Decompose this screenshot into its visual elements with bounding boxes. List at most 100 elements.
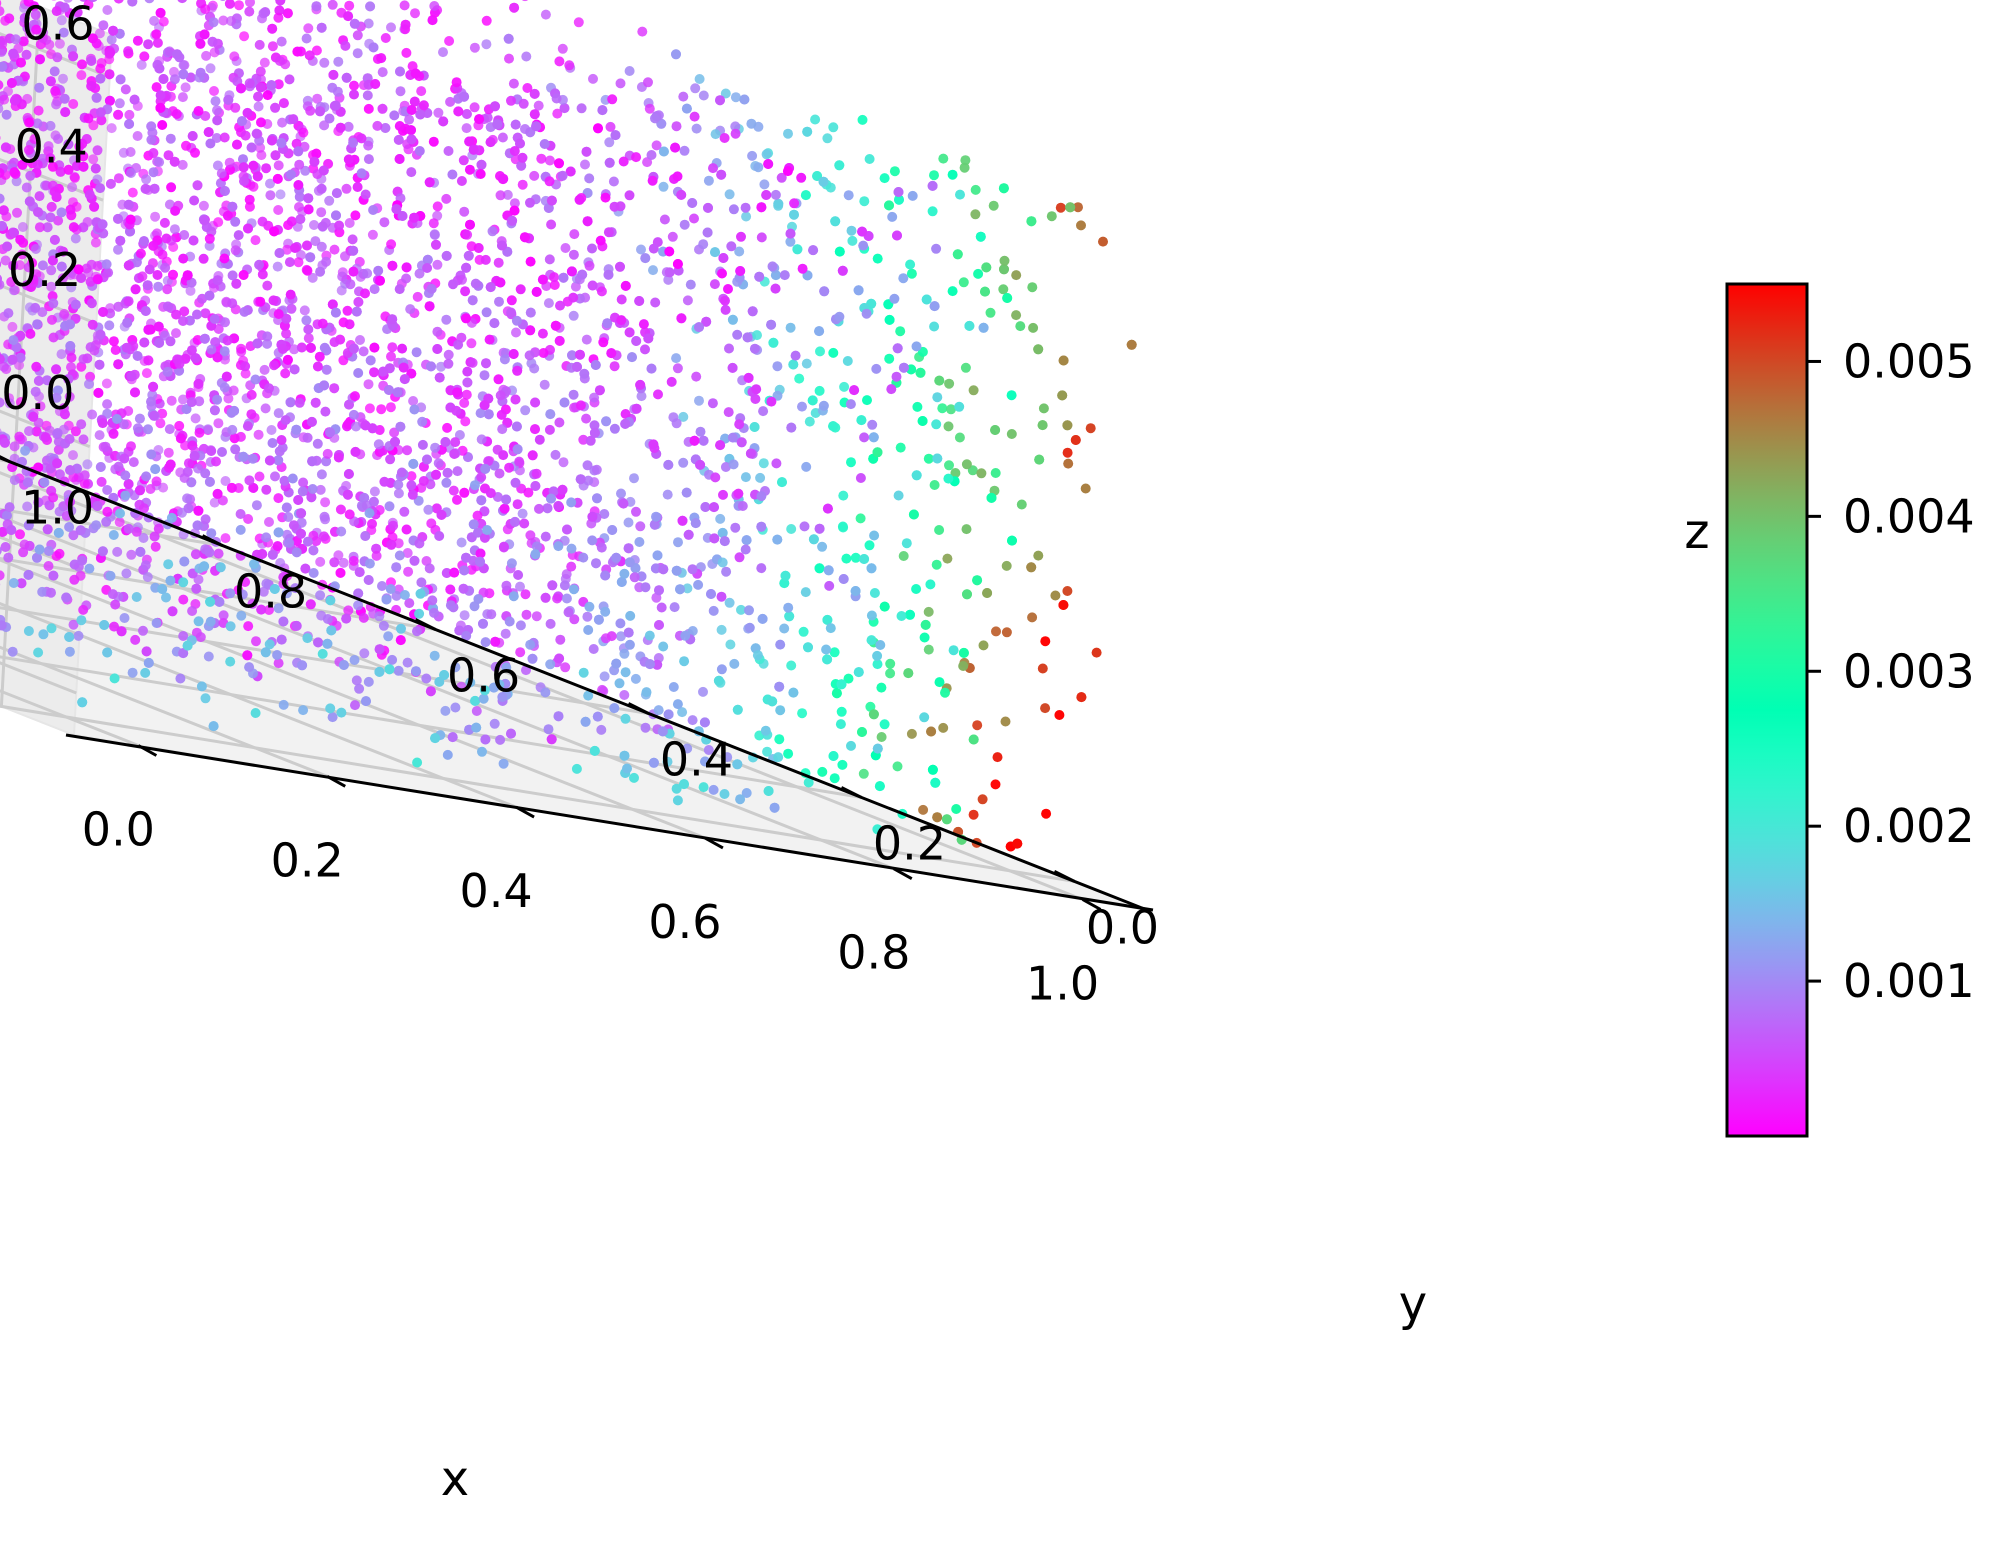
scatter-point — [509, 3, 519, 13]
scatter-point — [76, 70, 86, 80]
scatter-point — [303, 23, 313, 33]
scatter-point — [213, 217, 223, 227]
scatter-point — [142, 368, 152, 378]
scatter-point — [115, 517, 125, 527]
scatter-point — [226, 16, 236, 26]
scatter-point — [353, 297, 363, 307]
scatter-point — [92, 174, 102, 184]
scatter-point — [526, 308, 536, 318]
scatter-point — [260, 365, 270, 375]
scatter-point — [459, 488, 469, 498]
scatter-point — [466, 338, 476, 348]
scatter-point — [47, 202, 57, 212]
scatter-point — [520, 0, 530, 1]
scatter-point — [57, 349, 67, 359]
scatter-point — [403, 567, 413, 577]
scatter-point — [401, 20, 411, 30]
scatter-point — [234, 0, 244, 10]
scatter-point — [70, 173, 80, 183]
scatter-point — [106, 179, 116, 189]
scatter-point — [66, 205, 76, 215]
scatter-point — [86, 81, 96, 91]
scatter-point — [311, 1, 321, 11]
scatter-point — [68, 99, 78, 109]
scatter-point — [150, 184, 160, 194]
scatter-point — [545, 156, 555, 166]
scatter-point — [127, 0, 137, 7]
scatter-point — [444, 36, 454, 46]
scatter-point — [355, 335, 365, 345]
scatter-point — [267, 24, 277, 34]
scatter-point — [376, 404, 386, 414]
scatter-point — [251, 235, 261, 245]
scatter-point — [339, 558, 349, 568]
scatter-point — [309, 220, 319, 230]
scatter-point — [254, 430, 264, 440]
scatter-point — [168, 270, 178, 280]
scatter-point — [236, 344, 246, 354]
scatter-point — [433, 108, 443, 118]
scatter-point — [391, 562, 401, 572]
scatter-point — [88, 154, 98, 164]
scatter-point — [260, 58, 270, 68]
scatter-point — [364, 379, 374, 389]
scatter-point — [150, 212, 160, 222]
scatter-point — [206, 446, 216, 456]
scatter-point — [0, 16, 10, 26]
scatter-point — [283, 8, 293, 18]
scatter-point — [239, 31, 249, 41]
scatter-point — [170, 224, 180, 234]
scatter-point — [378, 104, 388, 114]
scatter-point — [351, 422, 361, 432]
scatter-point — [273, 262, 283, 272]
scatter-point — [416, 86, 426, 96]
scatter-point — [555, 336, 565, 346]
scatter-point — [462, 378, 472, 388]
scatter-point — [133, 131, 143, 141]
scatter-point — [274, 160, 284, 170]
scatter-point — [51, 100, 61, 110]
scatter-point — [279, 98, 289, 108]
scatter-point — [113, 110, 123, 120]
scatter-point — [344, 1, 354, 11]
scatter-point — [410, 8, 420, 18]
scatter-point — [316, 207, 326, 217]
scatter-point — [67, 182, 77, 192]
scatter-point — [460, 610, 470, 620]
scatter-point — [116, 74, 126, 84]
scatter-point — [432, 260, 442, 270]
scatter-point — [445, 585, 455, 595]
scatter-point — [386, 402, 396, 412]
scatter-point — [270, 103, 280, 113]
scatter-point — [340, 251, 350, 261]
scatter-point — [511, 328, 521, 338]
scatter-point — [177, 0, 187, 3]
scatter-point — [330, 245, 340, 255]
scatter-point — [366, 355, 376, 365]
scatter-point — [481, 39, 491, 49]
scatter-point — [320, 497, 330, 507]
scatter-point — [137, 60, 147, 70]
scatter-point — [329, 383, 339, 393]
scatter-point — [96, 462, 106, 472]
scatter-point — [164, 448, 174, 458]
scatter-point — [163, 302, 173, 312]
scatter-point — [256, 150, 266, 160]
scatter-point — [462, 109, 472, 119]
scatter-point — [58, 74, 68, 84]
scatter-point — [68, 450, 78, 460]
scatter-point — [253, 92, 263, 102]
scatter-point — [126, 147, 136, 157]
scatter-point — [286, 304, 296, 314]
scatter-point — [149, 16, 159, 26]
scatter-point — [115, 98, 125, 108]
scatter-point — [408, 396, 418, 406]
scatter-point — [541, 10, 551, 20]
scatter-point — [107, 123, 117, 133]
scatter-point — [370, 487, 380, 497]
scatter-point — [193, 180, 203, 190]
scatter-point — [221, 533, 231, 543]
scatter-point — [143, 572, 153, 582]
scatter-point — [254, 102, 264, 112]
